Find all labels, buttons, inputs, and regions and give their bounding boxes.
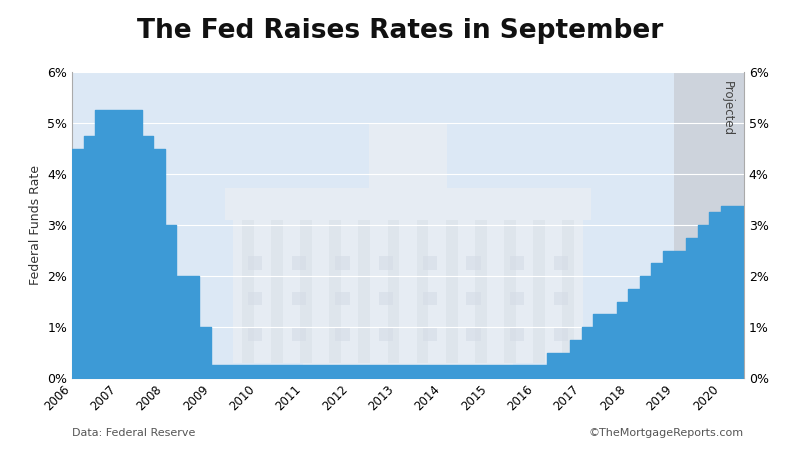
- Bar: [466, 292, 481, 306]
- Bar: [248, 328, 262, 341]
- Bar: [510, 256, 525, 270]
- Bar: [422, 256, 437, 270]
- Text: Projected: Projected: [721, 81, 734, 136]
- Bar: [330, 220, 341, 363]
- Bar: [466, 256, 481, 270]
- Text: Data: Federal Reserve: Data: Federal Reserve: [72, 428, 195, 438]
- Bar: [379, 292, 394, 306]
- Bar: [358, 220, 370, 363]
- Bar: [291, 328, 306, 341]
- Bar: [534, 220, 545, 363]
- Text: The Fed Raises Rates in September: The Fed Raises Rates in September: [137, 18, 663, 44]
- Bar: [303, 363, 513, 370]
- Bar: [300, 220, 312, 363]
- Bar: [248, 292, 262, 306]
- Bar: [248, 256, 262, 270]
- Bar: [446, 220, 458, 363]
- Bar: [242, 220, 254, 363]
- Bar: [291, 256, 306, 270]
- Bar: [417, 220, 428, 363]
- Bar: [422, 328, 437, 341]
- Bar: [379, 256, 394, 270]
- Bar: [504, 220, 516, 363]
- Bar: [510, 292, 525, 306]
- Bar: [369, 123, 447, 189]
- Bar: [291, 292, 306, 306]
- Bar: [554, 256, 568, 270]
- Bar: [335, 328, 350, 341]
- Bar: [510, 328, 525, 341]
- Bar: [234, 220, 582, 363]
- Bar: [379, 328, 394, 341]
- Text: ©TheMortgageReports.com: ©TheMortgageReports.com: [589, 428, 744, 438]
- Bar: [271, 220, 282, 363]
- Y-axis label: Federal Funds Rate: Federal Funds Rate: [29, 165, 42, 285]
- Bar: [291, 370, 525, 378]
- Bar: [562, 220, 574, 363]
- Bar: [278, 378, 538, 386]
- Bar: [554, 292, 568, 306]
- Bar: [554, 328, 568, 341]
- Bar: [335, 292, 350, 306]
- Bar: [388, 220, 399, 363]
- Bar: [225, 189, 591, 220]
- Bar: [422, 292, 437, 306]
- Bar: [674, 72, 744, 378]
- Bar: [335, 256, 350, 270]
- Bar: [466, 328, 481, 341]
- Bar: [475, 220, 486, 363]
